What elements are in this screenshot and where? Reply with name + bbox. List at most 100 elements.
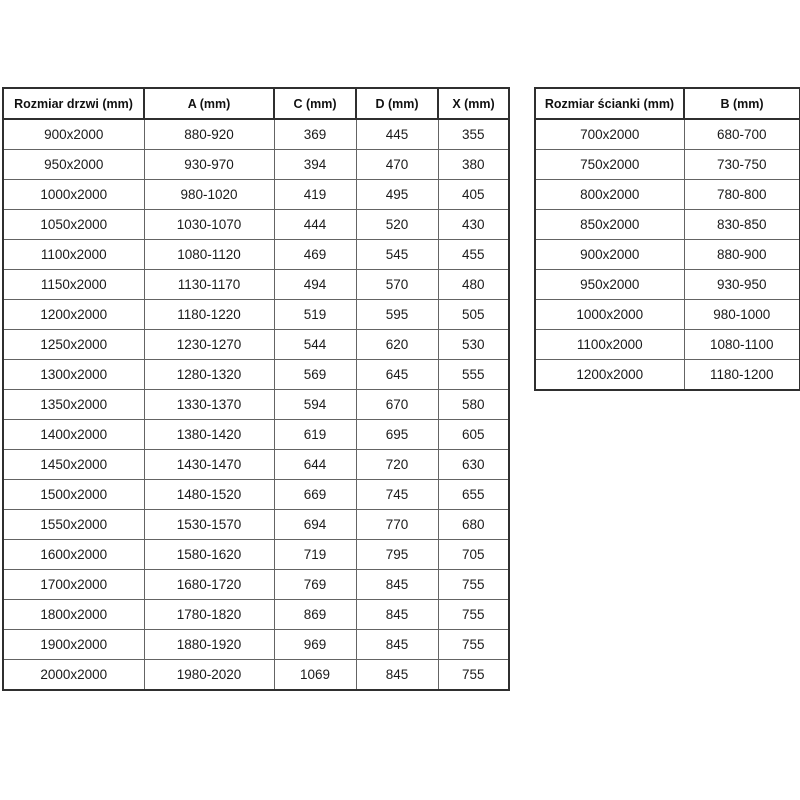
- table-cell: 930-970: [143, 149, 275, 180]
- table-cell: 845: [355, 659, 439, 691]
- table-cell: 755: [437, 569, 510, 600]
- table-cell: 1430-1470: [143, 449, 275, 480]
- table-cell: 845: [355, 569, 439, 600]
- table-cell: 494: [273, 269, 357, 300]
- table-cell: 1300x2000: [2, 359, 145, 390]
- door-sizes-table: Rozmiar drzwi (mm) A (mm) C (mm) D (mm) X (m…: [2, 87, 510, 691]
- table-row: 1200x2000 1180-1220 519 595 505: [2, 299, 510, 330]
- table-cell: 1100x2000: [2, 239, 145, 270]
- table-cell: 394: [273, 149, 357, 180]
- table-cell: 719: [273, 539, 357, 570]
- table-cell: 1280-1320: [143, 359, 275, 390]
- table-row: 1450x2000 1430-1470 644 720 630: [2, 449, 510, 480]
- table-cell: 880-920: [143, 118, 275, 150]
- table-cell: 694: [273, 509, 357, 540]
- table-cell: 595: [355, 299, 439, 330]
- table-row: 1200x2000 1180-1200: [534, 359, 800, 391]
- table-cell: 1700x2000: [2, 569, 145, 600]
- table-row: 1300x2000 1280-1320 569 645 555: [2, 359, 510, 390]
- table-cell: 469: [273, 239, 357, 270]
- table-cell: 355: [437, 118, 510, 150]
- table-cell: 580: [437, 389, 510, 420]
- table-cell: 900x2000: [2, 118, 145, 150]
- table-cell: 470: [355, 149, 439, 180]
- table-cell: 1069: [273, 659, 357, 691]
- table-cell: 1380-1420: [143, 419, 275, 450]
- table-cell: 545: [355, 239, 439, 270]
- table-row: 1000x2000 980-1000: [534, 299, 800, 330]
- table-cell: 1880-1920: [143, 629, 275, 660]
- table-cell: 1030-1070: [143, 209, 275, 240]
- table-cell: 1530-1570: [143, 509, 275, 540]
- table-cell: 930-950: [683, 269, 800, 300]
- table-cell: 1550x2000: [2, 509, 145, 540]
- table-row: 800x2000 780-800: [534, 179, 800, 210]
- wall-sizes-table: Rozmiar ścianki (mm) B (mm) 700x2000 680-70…: [534, 87, 800, 391]
- column-header: Rozmiar ścianki (mm): [534, 87, 685, 120]
- column-header: Rozmiar drzwi (mm): [2, 87, 145, 120]
- table-row: 1000x2000 980-1020 419 495 405: [2, 179, 510, 210]
- table-cell: 1330-1370: [143, 389, 275, 420]
- table-cell: 1080-1120: [143, 239, 275, 270]
- table-cell: 1200x2000: [2, 299, 145, 330]
- table-row: 950x2000 930-950: [534, 269, 800, 300]
- column-header: A (mm): [143, 87, 275, 120]
- table-cell: 1150x2000: [2, 269, 145, 300]
- table-row: 750x2000 730-750: [534, 149, 800, 180]
- table-row: 950x2000 930-970 394 470 380: [2, 149, 510, 180]
- table-row: 1100x2000 1080-1100: [534, 329, 800, 360]
- table-cell: 445: [355, 118, 439, 150]
- table-cell: 1350x2000: [2, 389, 145, 420]
- table-cell: 980-1000: [683, 299, 800, 330]
- header-row: Rozmiar ścianki (mm) B (mm): [534, 87, 800, 120]
- table-cell: 505: [437, 299, 510, 330]
- table-cell: 619: [273, 419, 357, 450]
- table-cell: 380: [437, 149, 510, 180]
- table-cell: 850x2000: [534, 209, 685, 240]
- table-cell: 1180-1220: [143, 299, 275, 330]
- table-cell: 1980-2020: [143, 659, 275, 691]
- table-cell: 705: [437, 539, 510, 570]
- table-cell: 795: [355, 539, 439, 570]
- table-cell: 455: [437, 239, 510, 270]
- table-cell: 900x2000: [534, 239, 685, 270]
- table-cell: 419: [273, 179, 357, 210]
- table-cell: 680-700: [683, 118, 800, 150]
- table-cell: 530: [437, 329, 510, 360]
- table-cell: 755: [437, 659, 510, 691]
- table-row: 1350x2000 1330-1370 594 670 580: [2, 389, 510, 420]
- table-row: 900x2000 880-900: [534, 239, 800, 270]
- table-cell: 1000x2000: [2, 179, 145, 210]
- table-cell: 745: [355, 479, 439, 510]
- table-cell: 444: [273, 209, 357, 240]
- table-row: 1400x2000 1380-1420 619 695 605: [2, 419, 510, 450]
- table-cell: 1400x2000: [2, 419, 145, 450]
- table-cell: 845: [355, 629, 439, 660]
- table-cell: 700x2000: [534, 118, 685, 150]
- table-row: 1700x2000 1680-1720 769 845 755: [2, 569, 510, 600]
- table-cell: 1600x2000: [2, 539, 145, 570]
- header-row: Rozmiar drzwi (mm) A (mm) C (mm) D (mm) X (m…: [2, 87, 510, 120]
- table-cell: 594: [273, 389, 357, 420]
- table-cell: 620: [355, 329, 439, 360]
- table-row: 1100x2000 1080-1120 469 545 455: [2, 239, 510, 270]
- table-cell: 669: [273, 479, 357, 510]
- column-header: D (mm): [355, 87, 439, 120]
- table-cell: 1230-1270: [143, 329, 275, 360]
- table-cell: 655: [437, 479, 510, 510]
- table-cell: 770: [355, 509, 439, 540]
- table-cell: 800x2000: [534, 179, 685, 210]
- table-row: 900x2000 880-920 369 445 355: [2, 118, 510, 150]
- table-cell: 1050x2000: [2, 209, 145, 240]
- table-cell: 1500x2000: [2, 479, 145, 510]
- table-cell: 630: [437, 449, 510, 480]
- table-cell: 1180-1200: [683, 359, 800, 391]
- table-cell: 555: [437, 359, 510, 390]
- table-cell: 950x2000: [2, 149, 145, 180]
- table-cell: 1680-1720: [143, 569, 275, 600]
- table-cell: 980-1020: [143, 179, 275, 210]
- table-row: 1150x2000 1130-1170 494 570 480: [2, 269, 510, 300]
- table-cell: 1800x2000: [2, 599, 145, 630]
- table-cell: 769: [273, 569, 357, 600]
